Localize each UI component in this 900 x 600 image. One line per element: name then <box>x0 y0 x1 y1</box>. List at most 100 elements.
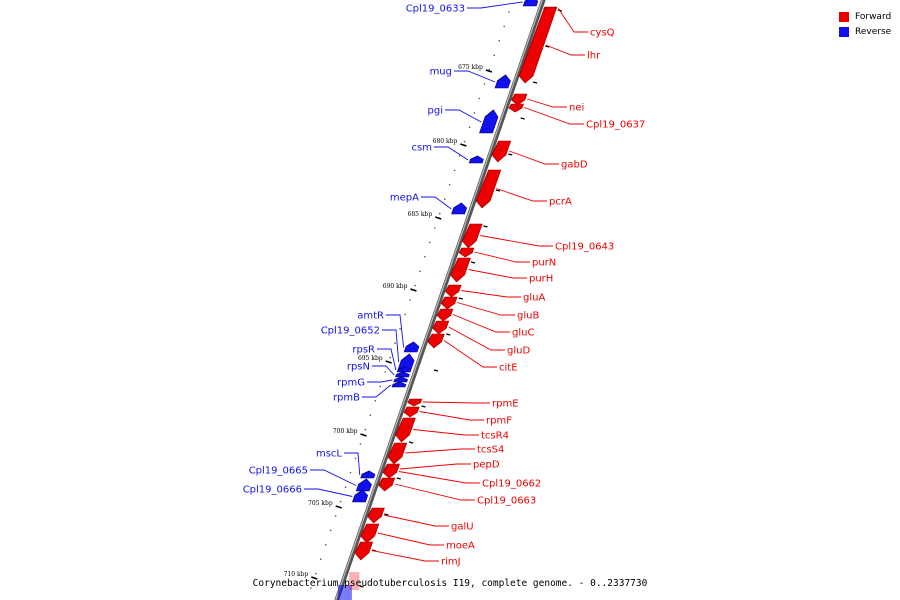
gene-label-gluD: gluD <box>507 346 530 357</box>
minor-tick <box>424 255 426 258</box>
backbone-highlight <box>335 0 543 600</box>
gene-edge <box>518 7 546 77</box>
gene-edge <box>405 341 415 348</box>
gene-label-pgi: pgi <box>428 106 443 117</box>
gene-label-pcrA: pcrA <box>549 197 572 208</box>
leader-line-cysQ <box>557 8 588 33</box>
gene-edge <box>491 140 500 156</box>
leader-line-citE <box>443 340 497 368</box>
minor-tick <box>438 212 441 215</box>
legend-reverse-label: Reverse <box>855 26 892 37</box>
gene-edge <box>378 477 384 486</box>
gene-edge <box>360 523 368 537</box>
minor-tick <box>448 184 451 186</box>
minor-tick <box>508 11 510 13</box>
strand-tick <box>520 117 525 120</box>
minor-tick <box>384 371 387 373</box>
strand-tick <box>408 441 414 444</box>
kbp-ticks: 675 kbp 680 kbp 685 kbp 690 kbp 695 kbp 700 k… <box>284 9 563 589</box>
leader-line-Cpl19_0643 <box>480 235 553 247</box>
minor-tick <box>394 342 396 345</box>
minor-tick <box>433 227 436 229</box>
leader-line-mepA <box>421 196 452 210</box>
minor-tick <box>493 54 496 56</box>
strand-tick <box>483 225 488 228</box>
gene-edge <box>475 169 490 202</box>
minor-tick <box>349 472 352 474</box>
minor-tick <box>458 155 461 157</box>
leader-line-rpmE <box>422 401 490 404</box>
strand-tick <box>495 189 501 192</box>
leader-line-gabD <box>509 150 559 165</box>
strand-tick <box>396 477 401 480</box>
leader-line-pcrA <box>496 188 547 202</box>
gene-edge <box>427 333 433 343</box>
leader-line-rpsN <box>372 365 395 376</box>
gene-arrow-citE <box>427 333 445 349</box>
minor-tick <box>488 68 491 71</box>
leader-line-purH <box>468 269 527 279</box>
strand-tick <box>532 81 538 84</box>
minor-tick <box>339 500 342 503</box>
leader-line-galU <box>383 514 449 527</box>
kbp-tick-label: 695 kbp <box>358 355 383 362</box>
gene-label-lhr: lhr <box>587 51 601 62</box>
major-tick <box>335 505 342 509</box>
major-tick <box>485 69 493 73</box>
leader-line-Cpl19_0665 <box>310 469 357 486</box>
minor-tick <box>389 356 391 359</box>
gene-edge <box>440 296 446 304</box>
gene-label-csm: csm <box>412 143 432 154</box>
minor-tick <box>315 572 317 575</box>
leader-line-pepD <box>399 463 471 470</box>
gene-label-Cpl19_0652: Cpl19_0652 <box>321 326 380 337</box>
gene-label-moeA: moeA <box>446 541 475 552</box>
gene-label-gluA: gluA <box>523 293 545 304</box>
leader-line-rpmF <box>419 411 484 421</box>
minor-tick <box>473 112 476 114</box>
gene-label-galU: galU <box>451 522 474 533</box>
kbp-tick-label: 685 kbp <box>408 211 433 218</box>
gene-label-purN: purN <box>532 258 556 269</box>
gene-edge <box>400 353 410 362</box>
gene-edge <box>367 507 373 517</box>
kbp-tick-label: 700 kbp <box>333 428 358 435</box>
minor-tick <box>404 313 406 316</box>
leader-line-moeA <box>377 532 444 546</box>
minor-tick <box>324 544 327 546</box>
gene-label-mscL: mscL <box>316 449 342 460</box>
minor-tick <box>374 400 377 402</box>
reverse-swatch <box>839 26 849 37</box>
major-tick <box>311 576 318 580</box>
partial-feature-forward <box>349 572 360 590</box>
leader-line-csm <box>434 146 469 161</box>
gene-edge <box>461 223 471 242</box>
gene-edge <box>358 478 367 485</box>
gene-label-Cpl19_0663: Cpl19_0663 <box>477 496 536 507</box>
kbp-tick-label: 690 kbp <box>383 283 408 290</box>
gene-edge <box>497 74 506 82</box>
leader-line-rimJ <box>371 550 439 562</box>
strand-legend: Forward Reverse <box>839 9 891 39</box>
gene-label-amtR: amtR <box>357 311 384 322</box>
strand-tick <box>433 369 439 372</box>
minor-tick <box>498 40 501 42</box>
strand-tick <box>384 513 389 516</box>
minor-tick <box>443 198 446 200</box>
leader-line-rpmB <box>362 384 392 398</box>
minor-tick <box>463 140 466 143</box>
minor-tick <box>359 443 362 445</box>
gene-edge <box>510 93 516 101</box>
leader-line-gluA <box>461 290 521 298</box>
minor-tick <box>409 299 411 301</box>
gene-label-purH: purH <box>529 274 553 285</box>
gene-edge <box>354 489 364 496</box>
gene-label-rpmE: rpmE <box>492 399 519 410</box>
gene-edge <box>403 406 408 413</box>
gene-edge <box>436 308 442 316</box>
minor-tick <box>478 97 481 100</box>
gene-edge <box>453 202 462 209</box>
major-tick <box>385 360 392 364</box>
minor-tick <box>399 328 401 330</box>
